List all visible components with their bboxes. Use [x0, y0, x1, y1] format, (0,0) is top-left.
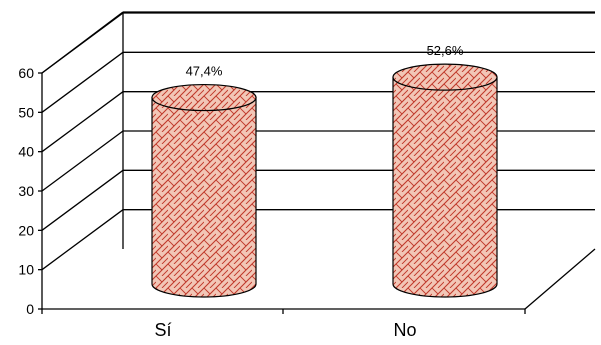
- gridline: [41, 91, 595, 153]
- y-tick-label: 20: [18, 222, 34, 238]
- category-label: No: [393, 320, 416, 340]
- floor-right-edge: [524, 248, 596, 310]
- bars: [151, 63, 498, 298]
- y-tick-labels: 0 10 20 30 40 50 60: [18, 65, 34, 317]
- side-wall-top-edge: [41, 11, 124, 74]
- y-tick-label: 10: [18, 262, 34, 278]
- data-label: 47,4%: [186, 64, 223, 79]
- data-label: 52,6%: [427, 43, 464, 58]
- y-tick-label: 50: [18, 104, 34, 120]
- gridline: [41, 130, 595, 192]
- gridlines: [41, 12, 595, 271]
- y-tick-label: 40: [18, 144, 34, 160]
- gridline: [41, 12, 595, 74]
- gridline: [41, 209, 595, 271]
- y-tick-label: 0: [26, 301, 34, 317]
- category-labels: Sí No: [154, 320, 416, 340]
- data-labels: 47,4% 52,6%: [186, 43, 464, 78]
- bar: [151, 83, 257, 298]
- axes: [38, 11, 596, 314]
- bar: [392, 63, 498, 298]
- category-label: Sí: [154, 320, 171, 340]
- y-tick-label: 30: [18, 183, 34, 199]
- gridline: [41, 169, 595, 231]
- gridline: [41, 51, 595, 113]
- y-tick-label: 60: [18, 65, 34, 81]
